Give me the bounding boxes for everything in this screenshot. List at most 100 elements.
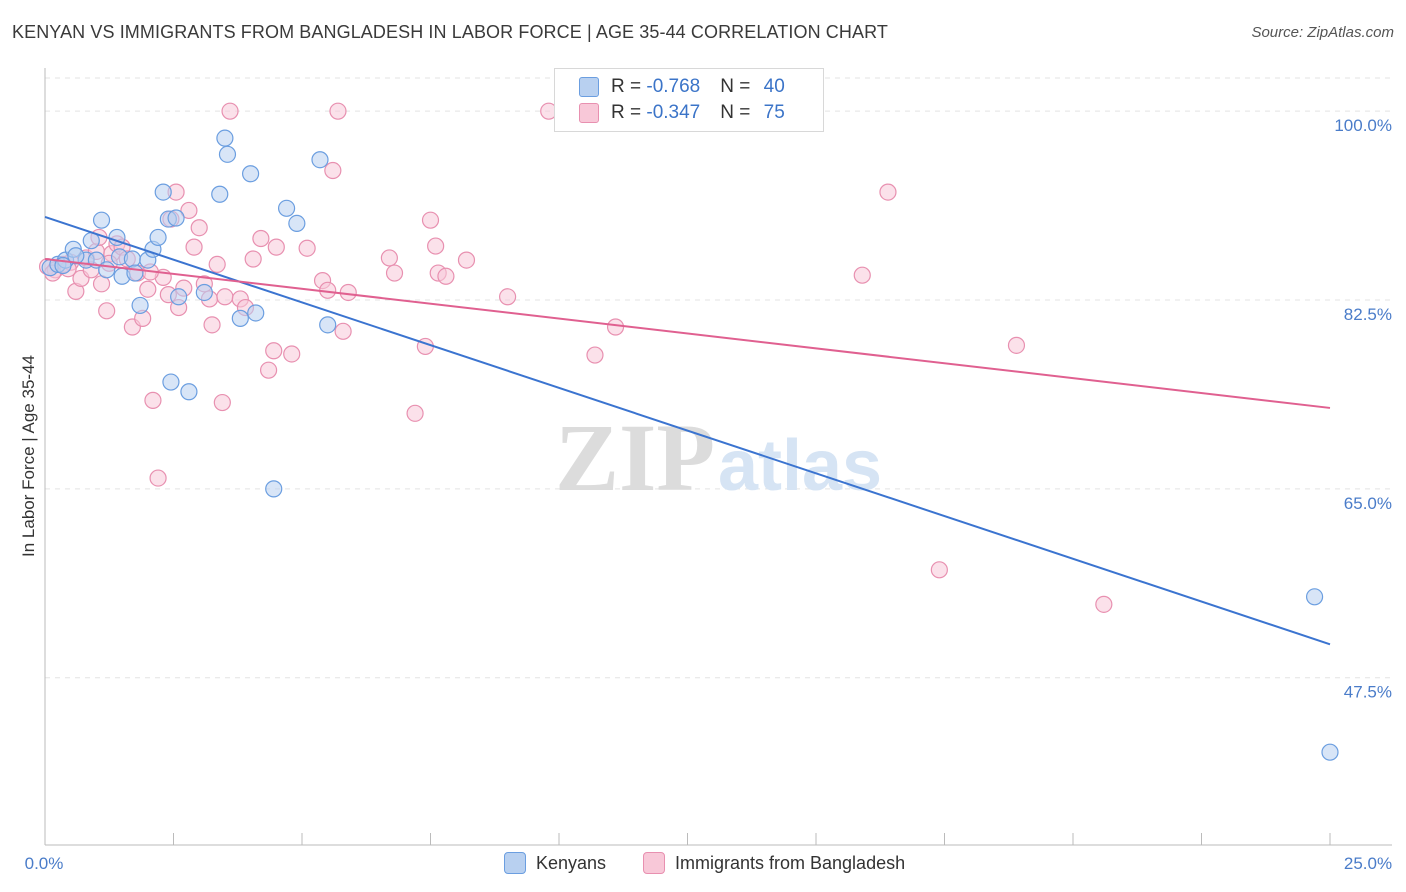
y-tick-label: 47.5% <box>1344 683 1392 702</box>
bangladesh-point <box>216 288 234 306</box>
series-legend-kenyans: Kenyans <box>504 852 606 874</box>
kenyan-point <box>218 145 237 163</box>
y-tick-labels: 100.0% 82.5% 65.0% 47.5% <box>1334 116 1392 702</box>
kenyan-point <box>67 247 85 265</box>
watermark-zip: ZIP <box>555 404 715 511</box>
kenyan-point <box>242 165 260 183</box>
bangladesh-point <box>329 102 347 120</box>
bangladesh-point <box>283 345 301 363</box>
legend-r-label: R = <box>611 76 647 97</box>
kenyan-point <box>180 383 198 401</box>
bangladesh-point <box>252 229 270 248</box>
legend-row-kenyans: R = -0.768 N = 40 <box>579 74 785 100</box>
bangladesh-point <box>499 288 517 306</box>
source-label: Source: ZipAtlas.com <box>1251 24 1394 41</box>
kenyans-trend-line <box>44 215 1331 646</box>
kenyan-point <box>123 250 141 268</box>
series-legend-bangladesh: Immigrants from Bangladesh <box>643 852 905 874</box>
bangladesh-point <box>190 219 208 237</box>
bangladesh-point <box>180 201 198 220</box>
series-legend-label-kenyans: Kenyans <box>536 852 607 873</box>
legend-r-value: -0.768 <box>646 76 701 97</box>
legend-n-value: 40 <box>763 76 785 97</box>
x-tick-label-max: 25.0% <box>1344 854 1392 873</box>
bangladesh-point <box>259 361 278 379</box>
kenyan-point <box>162 373 180 391</box>
trend-lines <box>44 215 1331 646</box>
correlation-legend: R = -0.768 N = 40 R = -0.347 N = 75 <box>554 68 824 132</box>
bangladesh-point <box>339 283 357 302</box>
bangladesh-point <box>1007 336 1026 354</box>
bangladesh-point <box>221 102 239 120</box>
kenyan-point <box>1305 588 1324 606</box>
bangladesh-point <box>334 322 352 340</box>
series-legend: Kenyans Immigrants from Bangladesh <box>0 852 1406 878</box>
series-bangladesh-points <box>38 102 1113 613</box>
kenyan-point <box>195 283 213 302</box>
kenyan-point <box>1321 743 1339 761</box>
bangladesh-point <box>457 251 476 269</box>
bangladesh-point <box>406 404 424 422</box>
bangladesh-point <box>144 391 162 409</box>
series-legend-swatch-bangladesh <box>643 852 665 874</box>
bangladesh-point <box>1095 595 1113 613</box>
bangladesh-point <box>421 211 440 229</box>
bangladesh-point <box>98 302 116 320</box>
axes <box>44 68 1392 846</box>
bangladesh-trend-line <box>44 258 1331 409</box>
bangladesh-point <box>427 237 445 255</box>
chart-title: KENYAN VS IMMIGRANTS FROM BANGLADESH IN … <box>12 22 888 42</box>
bangladesh-point <box>213 393 231 412</box>
bangladesh-point <box>324 161 342 180</box>
legend-r-value: -0.347 <box>646 102 701 123</box>
bangladesh-point <box>208 255 226 274</box>
series-legend-label-bangladesh: Immigrants from Bangladesh <box>675 852 906 873</box>
kenyan-point <box>154 183 172 201</box>
kenyan-point <box>170 288 188 306</box>
bangladesh-point <box>298 239 316 257</box>
watermark: ZIP atlas <box>555 404 882 511</box>
bangladesh-point <box>185 238 203 256</box>
bangladesh-point <box>385 264 404 282</box>
legend-n-value: 75 <box>763 102 785 123</box>
bangladesh-point <box>267 238 285 256</box>
kenyan-point <box>126 264 144 282</box>
watermark-atlas: atlas <box>718 426 882 506</box>
kenyan-point <box>98 261 116 279</box>
y-tick-label: 65.0% <box>1344 494 1392 513</box>
kenyan-point <box>319 316 337 334</box>
kenyan-point <box>311 151 329 169</box>
bangladesh-point <box>853 266 871 284</box>
y-tick-label: 100.0% <box>1334 116 1392 135</box>
kenyan-point <box>231 309 249 327</box>
x-tick-label-min: 0.0% <box>25 854 64 873</box>
bangladesh-point <box>606 318 625 336</box>
bangladesh-point <box>203 316 221 334</box>
kenyan-point <box>131 296 149 315</box>
bangladesh-point <box>380 249 398 267</box>
kenyan-point <box>288 214 306 232</box>
kenyan-point <box>211 185 229 203</box>
bangladesh-point <box>586 346 604 364</box>
legend-n-label: N = <box>720 102 756 123</box>
y-tick-label: 82.5% <box>1344 305 1392 324</box>
kenyan-point <box>92 211 111 229</box>
x-minor-ticks <box>44 833 1331 845</box>
kenyan-point <box>149 228 167 247</box>
legend-swatch-kenyans <box>579 77 599 97</box>
series-legend-swatch-kenyans <box>504 852 526 874</box>
kenyan-point <box>277 199 296 217</box>
bangladesh-point <box>244 250 262 268</box>
bangladesh-point <box>879 183 897 201</box>
bangladesh-point <box>265 342 283 360</box>
kenyan-point <box>247 304 265 322</box>
kenyan-point <box>216 129 234 147</box>
y-axis-label: In Labor Force | Age 35-44 <box>19 355 38 557</box>
legend-r-label: R = <box>611 102 647 123</box>
kenyan-point <box>265 480 283 498</box>
legend-row-bangladesh: R = -0.347 N = 75 <box>579 100 785 126</box>
legend-swatch-bangladesh <box>579 103 599 123</box>
legend-n-label: N = <box>720 76 756 97</box>
bangladesh-point <box>149 469 167 487</box>
